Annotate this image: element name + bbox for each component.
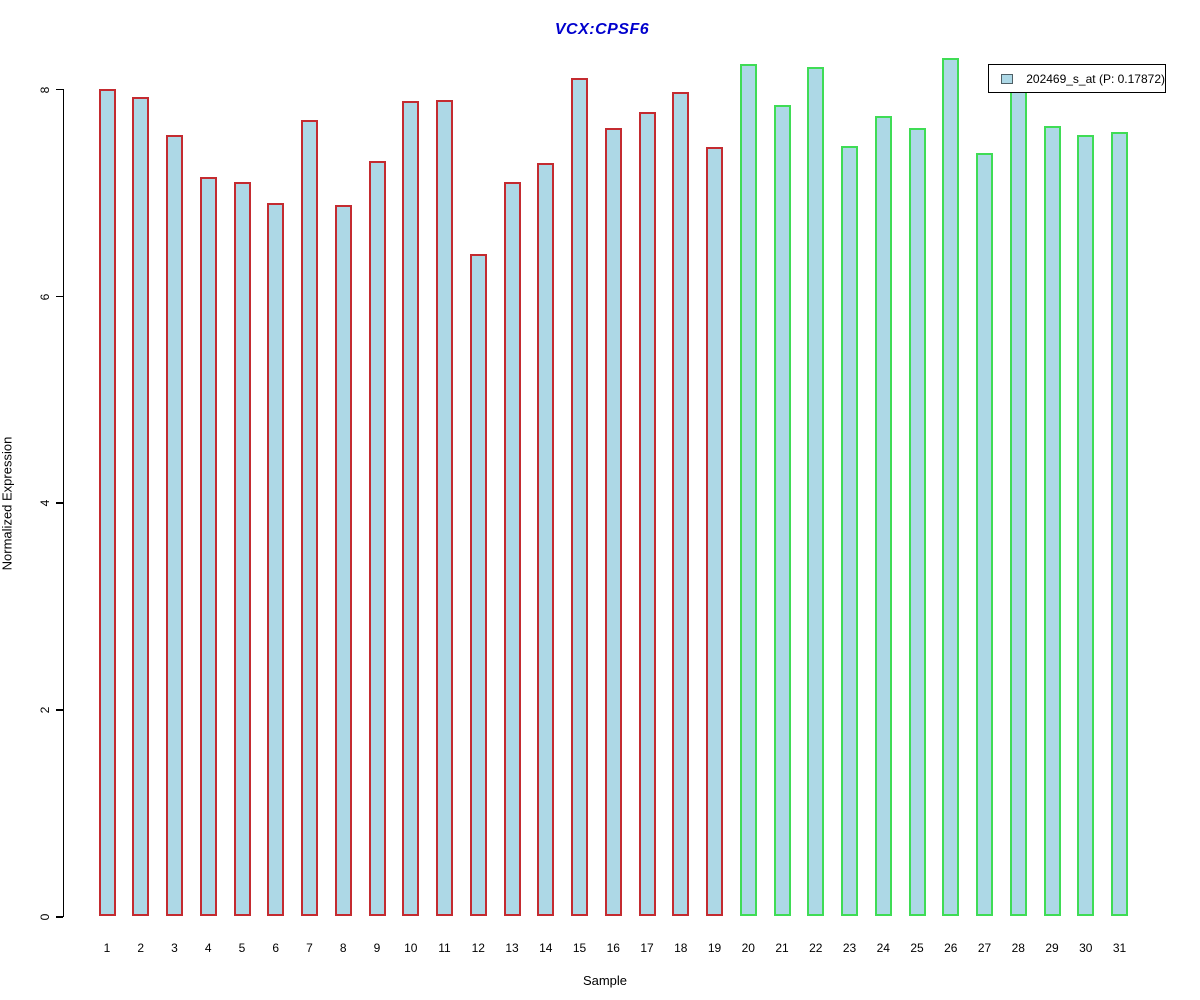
bar-sample-21 bbox=[773, 105, 791, 916]
bar-sample-3 bbox=[166, 135, 183, 916]
bar-sample-4 bbox=[199, 176, 217, 916]
bar-sample-23 bbox=[841, 145, 858, 916]
x-tick-label: 20 bbox=[741, 941, 755, 955]
x-tick-label: 8 bbox=[339, 941, 347, 955]
bar-sample-6 bbox=[267, 202, 285, 916]
legend-swatch-icon bbox=[1001, 73, 1014, 84]
bar-sample-1 bbox=[98, 88, 116, 916]
bar-sample-11 bbox=[436, 100, 453, 916]
bar-sample-29 bbox=[1043, 126, 1061, 916]
y-tick-label: 8 bbox=[38, 86, 52, 94]
bar-sample-15 bbox=[571, 78, 588, 916]
bar-sample-13 bbox=[503, 181, 521, 916]
bar-sample-14 bbox=[537, 163, 555, 916]
bar-sample-10 bbox=[402, 101, 420, 916]
bar-sample-7 bbox=[301, 119, 318, 916]
bar-sample-12 bbox=[469, 254, 487, 916]
x-tick-label: 12 bbox=[471, 941, 485, 955]
x-tick-label: 26 bbox=[944, 941, 958, 955]
bar-sample-22 bbox=[807, 67, 825, 916]
y-axis-label: Normalized Expression bbox=[0, 436, 15, 571]
x-tick-label: 25 bbox=[910, 941, 924, 955]
y-tick bbox=[55, 502, 63, 504]
y-tick bbox=[55, 709, 63, 711]
bar-sample-27 bbox=[976, 152, 993, 916]
x-tick-label: 10 bbox=[404, 941, 418, 955]
y-tick bbox=[55, 88, 63, 91]
x-tick-label: 19 bbox=[707, 941, 722, 955]
x-tick-label: 31 bbox=[1112, 941, 1127, 955]
x-tick-label: 4 bbox=[204, 941, 212, 955]
bar-sample-31 bbox=[1111, 132, 1128, 916]
bar-sample-28 bbox=[1009, 88, 1027, 916]
x-tick-label: 24 bbox=[876, 941, 890, 955]
bar-sample-17 bbox=[638, 111, 656, 916]
bar-sample-24 bbox=[874, 115, 892, 916]
bar-sample-2 bbox=[132, 97, 150, 916]
bar-sample-26 bbox=[942, 57, 960, 916]
x-tick-label: 18 bbox=[674, 941, 688, 955]
x-tick-label: 30 bbox=[1079, 941, 1093, 955]
bar-sample-5 bbox=[233, 181, 251, 916]
y-tick bbox=[55, 916, 63, 918]
x-tick-label: 11 bbox=[438, 941, 451, 955]
x-tick-label: 6 bbox=[272, 941, 280, 955]
x-tick-label: 15 bbox=[572, 941, 587, 955]
x-tick-label: 28 bbox=[1011, 941, 1025, 955]
x-tick-label: 9 bbox=[373, 941, 381, 955]
x-axis-label: Sample bbox=[582, 973, 628, 988]
bar-sample-19 bbox=[706, 146, 723, 916]
x-tick-label: 27 bbox=[977, 941, 992, 955]
x-tick-label: 14 bbox=[539, 941, 553, 955]
legend-label: 202469_s_at (P: 0.17872) bbox=[1026, 71, 1165, 86]
x-tick-label: 5 bbox=[238, 941, 246, 955]
y-axis-line bbox=[62, 88, 64, 918]
x-tick-label: 22 bbox=[809, 941, 823, 955]
x-tick-label: 2 bbox=[137, 941, 145, 955]
y-tick-label: 4 bbox=[38, 500, 52, 507]
bar-sample-20 bbox=[739, 63, 757, 916]
x-tick-label: 29 bbox=[1045, 941, 1059, 955]
bar-sample-16 bbox=[604, 128, 622, 916]
x-tick-label: 17 bbox=[640, 941, 654, 955]
x-tick-label: 7 bbox=[306, 941, 313, 955]
y-tick-label: 0 bbox=[38, 913, 52, 921]
y-tick-label: 6 bbox=[38, 293, 52, 300]
x-tick-label: 3 bbox=[171, 941, 178, 955]
bar-sample-25 bbox=[908, 128, 926, 916]
bar-sample-8 bbox=[334, 204, 352, 916]
x-tick-label: 21 bbox=[775, 941, 789, 955]
x-tick-label: 1 bbox=[103, 941, 111, 955]
bar-sample-30 bbox=[1077, 135, 1095, 916]
y-tick bbox=[55, 295, 63, 298]
bar-sample-9 bbox=[368, 161, 386, 916]
x-tick-label: 23 bbox=[842, 941, 857, 955]
chart-title: VCX:CPSF6 bbox=[554, 21, 650, 38]
legend: 202469_s_at (P: 0.17872) bbox=[988, 64, 1166, 93]
x-tick-label: 16 bbox=[606, 941, 620, 955]
x-tick-label: 13 bbox=[505, 941, 519, 955]
y-tick-label: 2 bbox=[38, 706, 52, 714]
bar-sample-18 bbox=[672, 91, 690, 916]
